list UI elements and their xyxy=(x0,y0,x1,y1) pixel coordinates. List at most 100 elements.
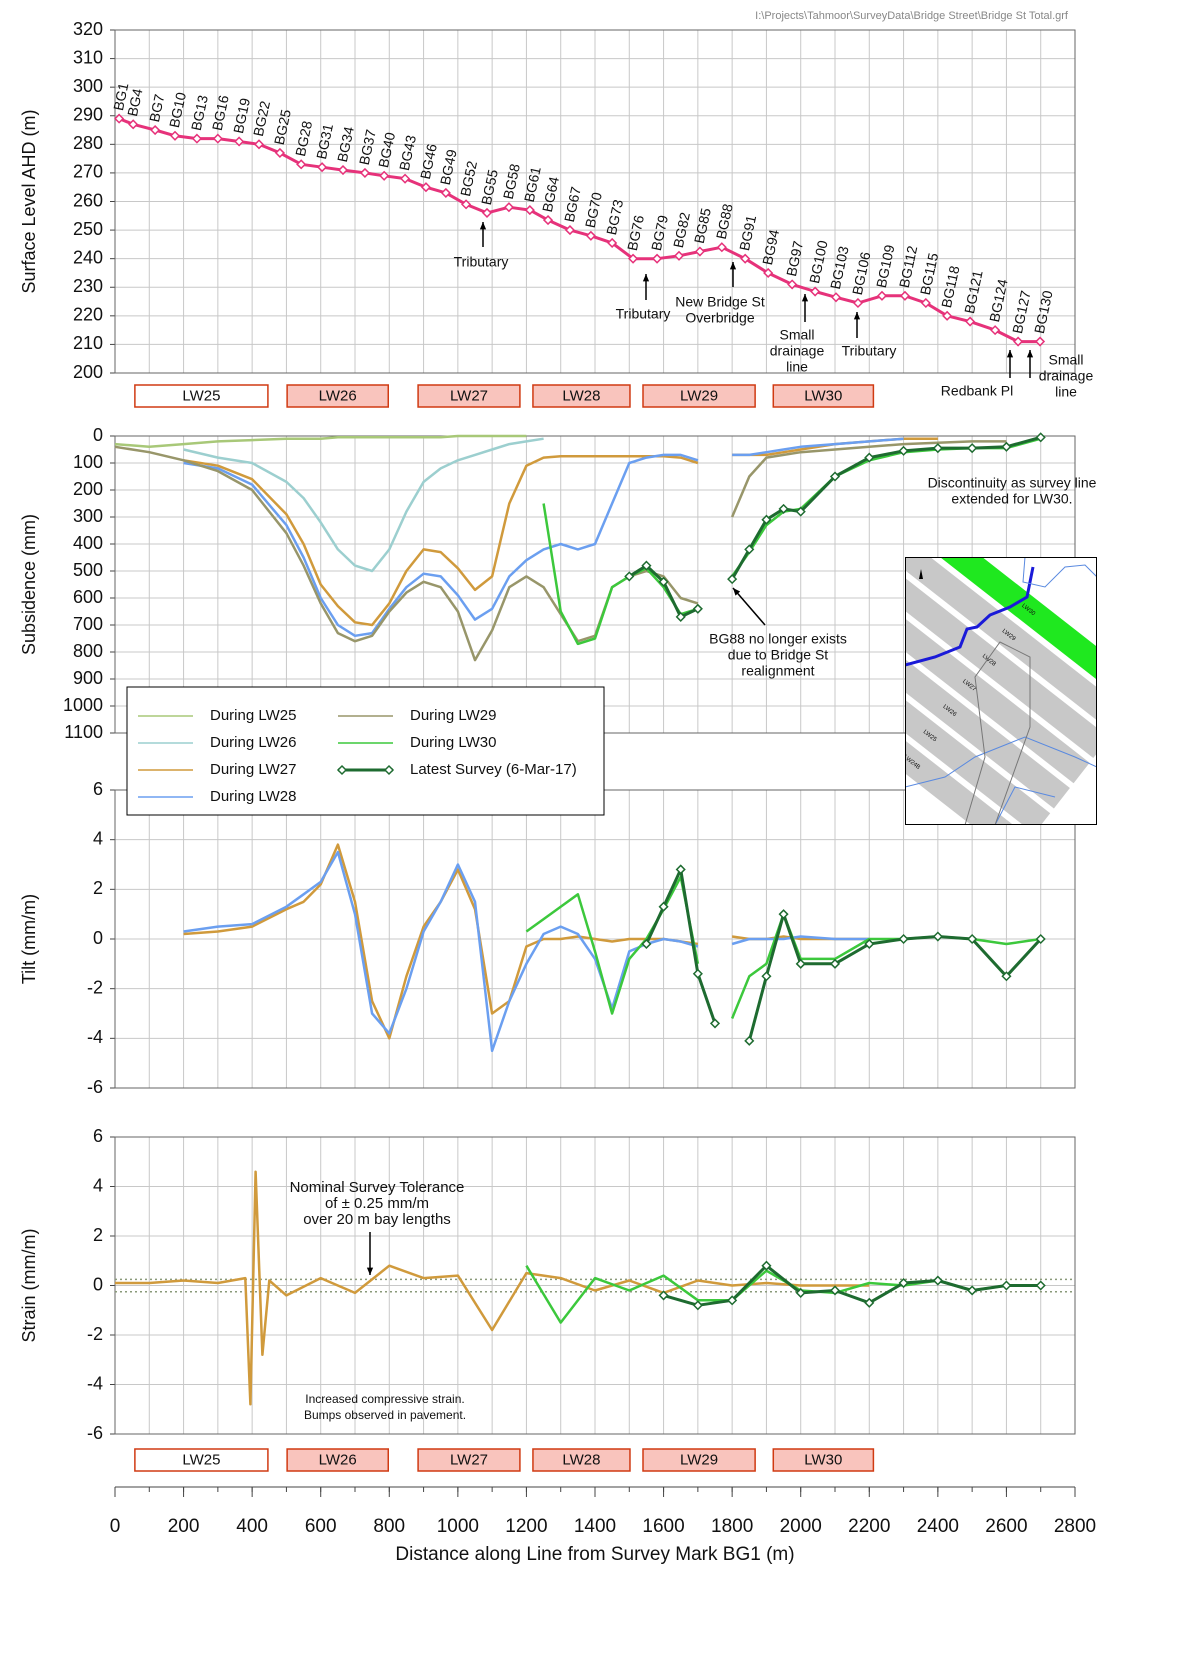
y-axis-title: Strain (mm/m) xyxy=(19,1229,39,1343)
marker xyxy=(585,230,596,241)
marker xyxy=(336,764,348,776)
marker xyxy=(675,611,686,622)
point-label: BG43 xyxy=(396,133,419,172)
marker xyxy=(899,290,911,301)
legend-label: During LW26 xyxy=(210,734,296,751)
y-tick-label: 900 xyxy=(73,668,103,688)
map-panel xyxy=(905,653,1031,825)
plot-frame xyxy=(114,1136,1076,1435)
annotation: line xyxy=(786,359,808,375)
marker xyxy=(920,297,931,309)
point-label: BG52 xyxy=(457,159,480,198)
y-tick-label: 0 xyxy=(93,928,103,948)
longwall xyxy=(134,1448,269,1472)
y-tick-label: 230 xyxy=(73,276,103,296)
longwall xyxy=(417,1448,521,1472)
y-tick-label: 600 xyxy=(73,587,103,607)
panel: -6 -4 -2 0 2 4 6 Tilt (mm/m) xyxy=(19,779,1076,1097)
legend-label: Latest Survey (6-Mar-17) xyxy=(410,761,577,778)
map-panels: LW30 LW29 LW28 LW27 LW26 LW25 LW24B xyxy=(905,557,1097,825)
marker xyxy=(692,603,703,614)
marker xyxy=(399,173,411,184)
legend: During LW25 During LW26 During LW27 During … xyxy=(126,686,605,816)
longwall xyxy=(772,384,875,408)
x-axis-title: Distance along Line from Survey Mark BG1… xyxy=(395,1544,794,1565)
y-tick-label: -6 xyxy=(87,1077,103,1097)
marker xyxy=(658,1290,669,1301)
marker xyxy=(658,576,669,587)
annotation: due to Bridge St xyxy=(728,647,829,663)
x-tick-label: 1000 xyxy=(437,1516,479,1537)
plot-frame xyxy=(114,29,1076,374)
longwall-label: LW28 xyxy=(562,1451,600,1468)
marker xyxy=(627,253,639,264)
marker xyxy=(898,933,909,945)
point-label: BG34 xyxy=(334,125,357,164)
x-tick-label: 200 xyxy=(168,1516,200,1537)
y-tick-label: 400 xyxy=(73,533,103,553)
marker xyxy=(694,246,705,257)
x-tick-label: 0 xyxy=(110,1516,121,1537)
point-label: BG7 xyxy=(146,92,168,123)
longwall xyxy=(642,1448,756,1472)
marker xyxy=(727,574,738,585)
marker xyxy=(810,286,821,297)
marker xyxy=(932,1275,943,1286)
file-path: I:\Projects\Tahmoor\SurveyData\Bridge St… xyxy=(755,10,1069,22)
plot-area: 200210220230240250260270280290300310320S… xyxy=(19,19,1097,1565)
longwall xyxy=(286,1448,390,1472)
y-tick-label: 0 xyxy=(93,425,103,445)
map-creek xyxy=(905,557,1097,825)
marker xyxy=(564,225,576,236)
y-tick-label: 300 xyxy=(73,506,103,526)
marker xyxy=(932,931,943,942)
x-tick-label: 2200 xyxy=(848,1516,890,1537)
marker xyxy=(383,764,395,776)
y-tick-label: -4 xyxy=(87,1373,103,1393)
marker xyxy=(524,205,535,216)
marker xyxy=(296,159,307,170)
point-label: BG1 xyxy=(110,81,132,112)
point-label: BG97 xyxy=(783,239,806,278)
marker xyxy=(778,909,789,920)
point-label: BG16 xyxy=(209,93,232,132)
point-label: BG76 xyxy=(624,214,647,253)
arrow-head xyxy=(801,294,809,302)
y-tick-label: 4 xyxy=(93,828,103,848)
marker xyxy=(1035,1280,1046,1291)
legend-box xyxy=(126,686,605,816)
map-road xyxy=(905,566,1035,667)
marker xyxy=(641,560,652,571)
marker xyxy=(658,901,669,912)
series-line xyxy=(663,1264,1041,1307)
annotation: Discontinuity as survey line xyxy=(928,475,1097,491)
point-label: BG19 xyxy=(230,96,253,135)
longwall xyxy=(286,384,390,408)
marker xyxy=(1034,336,1046,347)
marker xyxy=(675,864,686,875)
x-tick-label: 2800 xyxy=(1054,1516,1096,1537)
map-panel xyxy=(935,557,1097,708)
y-tick-label: 500 xyxy=(73,560,103,580)
marker xyxy=(744,544,755,555)
annotation: Overbridge xyxy=(685,310,754,326)
marker xyxy=(709,1018,721,1029)
longwall-label: LW25 xyxy=(182,1451,220,1468)
x-tick-label: 1400 xyxy=(574,1516,616,1537)
marker xyxy=(1035,432,1046,443)
marker xyxy=(727,1295,738,1306)
arrow-head xyxy=(853,312,861,320)
panel: -6 -4 -2 0 2 4 6 Strain (mm/m) Nominal Survey To… xyxy=(19,1126,1096,1565)
legend-label: During LW30 xyxy=(410,734,496,751)
x-tick-label: 2600 xyxy=(985,1516,1027,1537)
point-label: BG88 xyxy=(713,202,736,241)
marker xyxy=(795,1287,806,1298)
point-label: BG22 xyxy=(250,99,273,138)
marker xyxy=(692,1300,703,1311)
y-tick-label: 1100 xyxy=(64,722,103,742)
longwall-label: LW28 xyxy=(562,387,600,404)
marker xyxy=(965,316,976,327)
annotation: drainage xyxy=(1039,368,1094,384)
marker xyxy=(128,119,139,130)
y-tick-label: 100 xyxy=(73,452,103,472)
